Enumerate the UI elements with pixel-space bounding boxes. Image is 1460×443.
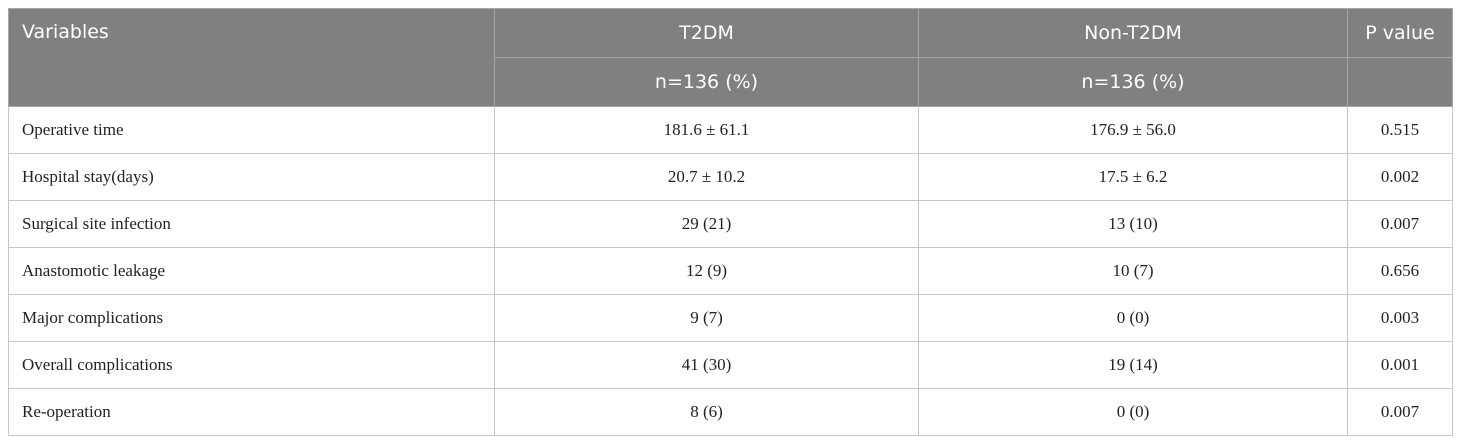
header-row: Variables T2DM Non-T2DM P value (8, 8, 1453, 107)
table-cell: 20.7 ± 10.2 (494, 153, 919, 201)
table-row: Operative time 181.6 ± 61.1 176.9 ± 56.0 0.… (8, 106, 1453, 154)
table-cell: 29 (21) (494, 200, 919, 248)
table-cell: 0.007 (1347, 200, 1453, 248)
table-cell: 0.515 (1347, 106, 1453, 154)
row-label: Operative time (8, 106, 495, 154)
table-row: Major complications 9 (7) 0 (0) 0.003 (8, 294, 1453, 342)
table-cell: 181.6 ± 61.1 (494, 106, 919, 154)
row-label: Major complications (8, 294, 495, 342)
table-cell: 13 (10) (918, 200, 1348, 248)
table-cell: 0.001 (1347, 341, 1453, 389)
data-table: Variables T2DM Non-T2DM P value n=136 (%… (8, 8, 1453, 436)
table-cell: 176.9 ± 56.0 (918, 106, 1348, 154)
header-cell: Non-T2DM (918, 8, 1348, 58)
table-row: Overall complications 41 (30) 19 (14) 0.001 (8, 341, 1453, 389)
header-cell: P value (1347, 8, 1453, 58)
table-cell: 41 (30) (494, 341, 919, 389)
table-header: Variables T2DM Non-T2DM P value n=136 (%… (8, 8, 1453, 107)
subheader-row: n=136 (%) n=136 (%) (9, 57, 1453, 107)
subheader-cell: n=136 (%) (494, 57, 919, 107)
row-label: Re-operation (8, 388, 495, 436)
table-cell: 0.002 (1347, 153, 1453, 201)
table-cell: 0.007 (1347, 388, 1453, 436)
table-cell: 8 (6) (494, 388, 919, 436)
header-cell: Variables (8, 8, 495, 107)
row-label: Anastomotic leakage (8, 247, 495, 295)
table-row: Re-operation 8 (6) 0 (0) 0.007 (8, 388, 1453, 436)
table-body: Operative time 181.6 ± 61.1 176.9 ± 56.0 0.… (8, 106, 1453, 436)
table-row: Hospital stay(days) 20.7 ± 10.2 17.5 ± 6.2… (8, 153, 1453, 201)
subheader-cell: n=136 (%) (918, 57, 1348, 107)
empty-cell (1347, 57, 1453, 107)
table-cell: 9 (7) (494, 294, 919, 342)
table-cell: 19 (14) (918, 341, 1348, 389)
table-cell: 0.003 (1347, 294, 1453, 342)
table-cell: 0 (0) (918, 388, 1348, 436)
table-row: Surgical site infection 29 (21) 13 (10) 0.0… (8, 200, 1453, 248)
table-cell: 10 (7) (918, 247, 1348, 295)
table-cell: 0 (0) (918, 294, 1348, 342)
row-label: Overall complications (8, 341, 495, 389)
table-cell: 0.656 (1347, 247, 1453, 295)
row-label: Surgical site infection (8, 200, 495, 248)
row-label: Hospital stay(days) (8, 153, 495, 201)
header-cell: T2DM (494, 8, 919, 58)
table-row: Anastomotic leakage 12 (9) 10 (7) 0.656 (8, 247, 1453, 295)
table-cell: 12 (9) (494, 247, 919, 295)
table-cell: 17.5 ± 6.2 (918, 153, 1348, 201)
